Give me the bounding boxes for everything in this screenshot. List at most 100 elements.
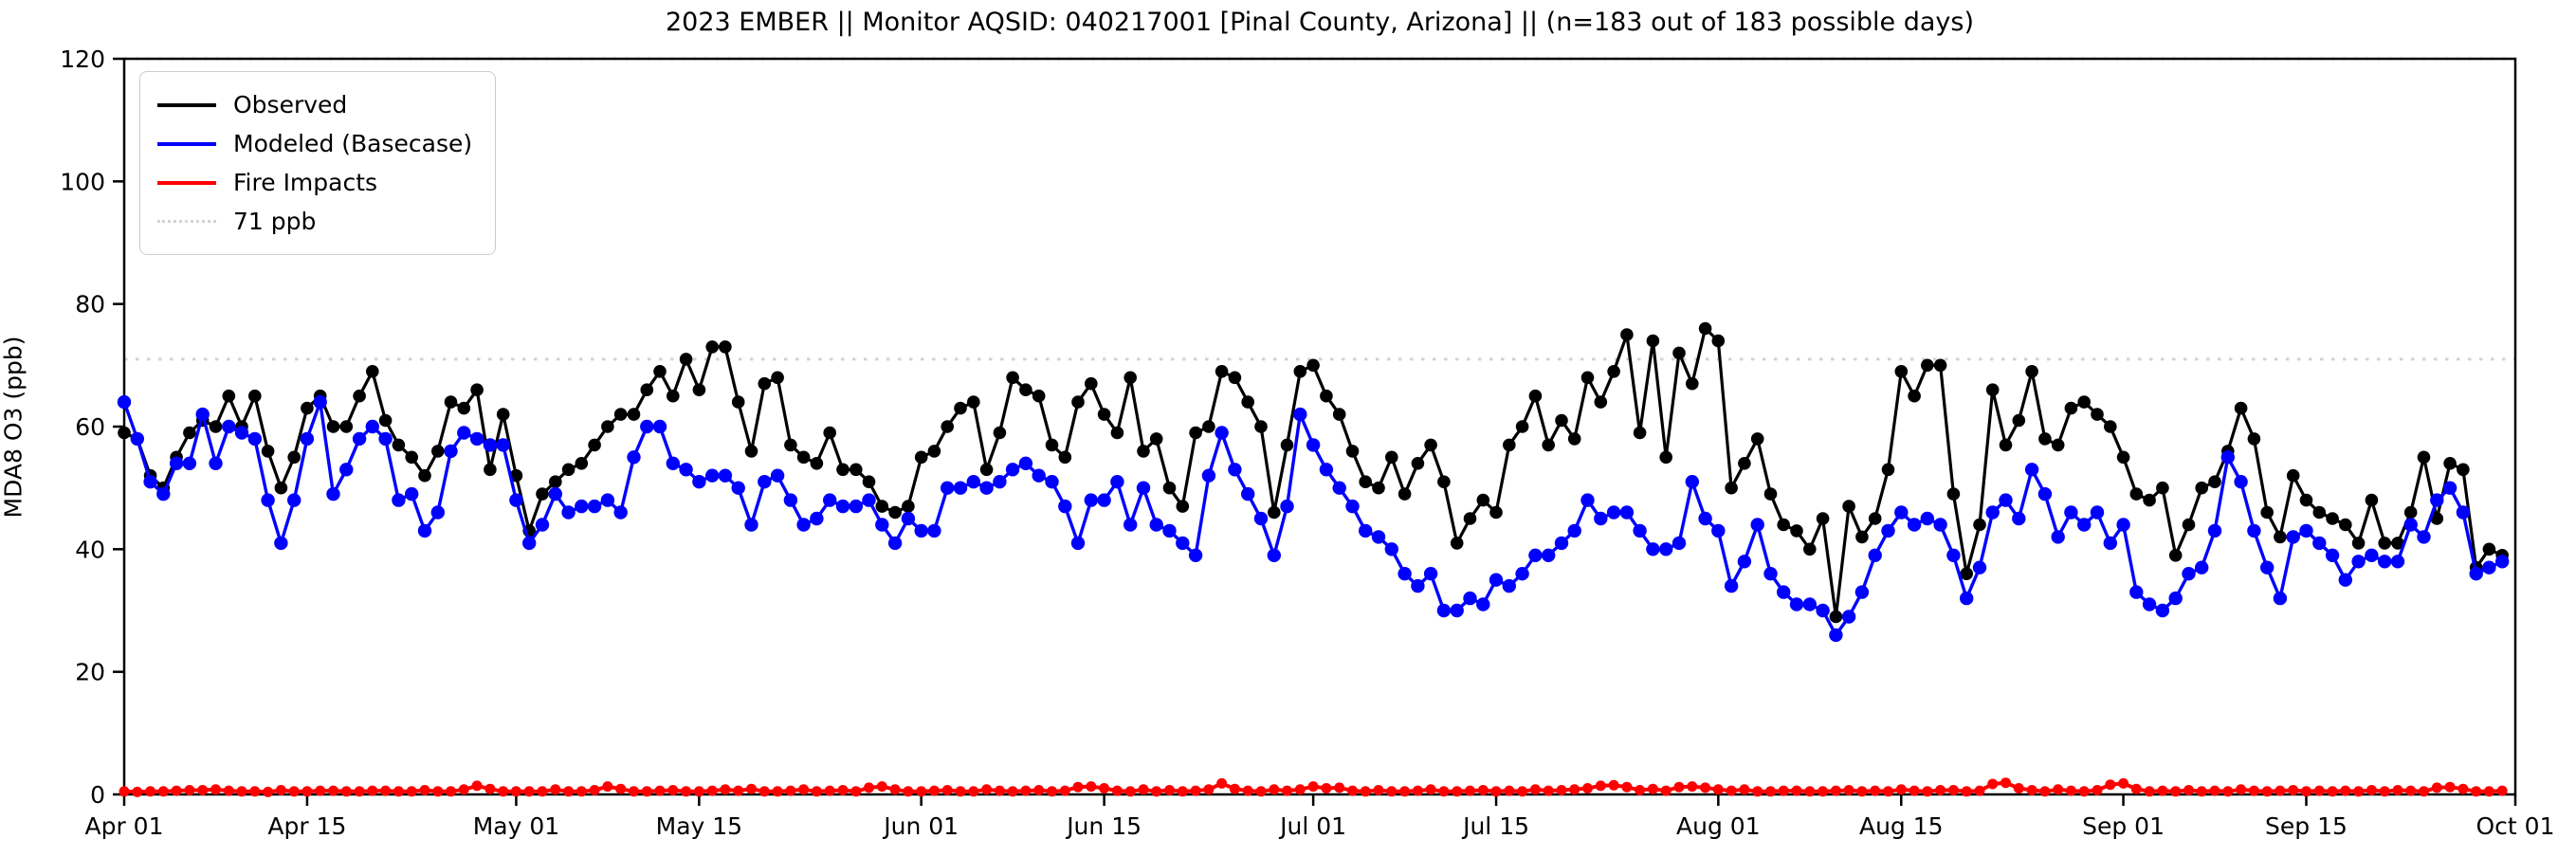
data-point bbox=[2457, 783, 2469, 794]
data-point bbox=[405, 486, 419, 501]
data-point bbox=[810, 511, 824, 526]
data-point bbox=[2312, 536, 2327, 551]
data-point bbox=[1476, 597, 1490, 611]
data-point bbox=[1033, 785, 1045, 795]
data-point bbox=[2234, 475, 2248, 489]
legend-label: Fire Impacts bbox=[233, 169, 378, 196]
data-point bbox=[887, 536, 903, 551]
data-point bbox=[613, 408, 628, 421]
data-point bbox=[629, 786, 639, 797]
data-point bbox=[720, 784, 731, 795]
data-point bbox=[589, 785, 600, 795]
data-point bbox=[1162, 523, 1177, 538]
data-point bbox=[1985, 383, 2000, 397]
data-point bbox=[1752, 786, 1763, 797]
data-point bbox=[1437, 475, 1451, 488]
data-point bbox=[850, 786, 862, 797]
data-point bbox=[1425, 784, 1436, 795]
data-point bbox=[2247, 523, 2261, 538]
data-point bbox=[1935, 785, 1946, 795]
data-point bbox=[353, 389, 366, 403]
observed-series-line bbox=[123, 326, 2503, 619]
data-point bbox=[888, 505, 902, 520]
data-point bbox=[537, 786, 548, 797]
data-point bbox=[2326, 512, 2339, 525]
data-point bbox=[484, 783, 496, 794]
data-point bbox=[1973, 518, 1986, 532]
data-point bbox=[145, 786, 156, 797]
y-tick-label: 120 bbox=[60, 46, 105, 73]
data-point bbox=[365, 419, 379, 434]
x-tick-label: Apr 15 bbox=[267, 812, 346, 840]
data-point bbox=[535, 518, 550, 532]
data-point bbox=[550, 784, 561, 795]
data-point bbox=[941, 785, 953, 795]
data-point bbox=[2444, 781, 2456, 793]
data-point bbox=[1058, 450, 1072, 465]
data-point bbox=[1294, 784, 1306, 795]
data-point bbox=[1894, 365, 1909, 378]
data-point bbox=[679, 353, 693, 366]
data-point bbox=[1359, 475, 1372, 488]
data-point bbox=[2275, 785, 2286, 796]
data-point bbox=[641, 786, 652, 797]
data-point bbox=[1686, 376, 1699, 391]
data-point bbox=[2220, 450, 2235, 465]
data-point bbox=[1399, 786, 1411, 797]
data-point bbox=[666, 456, 680, 470]
data-point bbox=[903, 786, 914, 797]
data-point bbox=[2339, 518, 2352, 532]
data-point bbox=[274, 481, 288, 495]
data-point bbox=[1554, 536, 1569, 551]
data-point bbox=[328, 785, 338, 796]
data-point bbox=[1829, 628, 1843, 643]
data-point bbox=[1700, 782, 1711, 793]
data-point bbox=[1739, 784, 1750, 795]
data-point bbox=[132, 786, 143, 797]
data-point bbox=[326, 486, 340, 501]
data-point bbox=[1870, 785, 1881, 796]
data-point bbox=[1253, 511, 1269, 526]
data-point bbox=[339, 463, 354, 477]
data-point bbox=[1841, 610, 1856, 624]
data-point bbox=[183, 426, 196, 440]
data-point bbox=[2340, 785, 2351, 796]
data-point bbox=[1946, 487, 1961, 501]
data-point bbox=[1202, 420, 1215, 433]
data-point bbox=[1411, 457, 1425, 470]
data-point bbox=[2157, 785, 2168, 796]
data-point bbox=[209, 456, 223, 470]
data-point bbox=[1646, 334, 1660, 348]
data-point bbox=[1608, 779, 1619, 791]
data-point bbox=[2234, 401, 2248, 415]
data-point bbox=[2038, 432, 2052, 446]
data-point bbox=[875, 500, 889, 513]
data-point bbox=[522, 536, 537, 551]
data-point bbox=[1084, 493, 1099, 507]
data-point bbox=[2051, 530, 2065, 544]
data-point bbox=[1502, 578, 1517, 593]
legend-item-modeled: Modeled (Basecase) bbox=[157, 124, 472, 163]
data-point bbox=[444, 395, 458, 409]
data-point bbox=[315, 785, 326, 796]
data-point bbox=[2247, 432, 2261, 446]
data-point bbox=[430, 505, 445, 520]
data-point bbox=[744, 518, 758, 532]
data-point bbox=[1830, 785, 1841, 796]
x-tick-label: Aug 01 bbox=[1676, 812, 1761, 840]
data-point bbox=[2403, 505, 2418, 520]
data-point bbox=[2208, 475, 2221, 488]
data-point bbox=[419, 785, 430, 795]
data-point bbox=[1241, 486, 1255, 501]
data-point bbox=[2313, 785, 2325, 796]
data-point bbox=[1947, 785, 1959, 795]
data-point bbox=[2130, 783, 2142, 794]
data-point bbox=[1854, 585, 1870, 599]
data-point bbox=[300, 431, 315, 447]
data-point bbox=[2288, 785, 2299, 795]
data-point bbox=[1097, 493, 1111, 507]
data-point bbox=[1032, 389, 1046, 403]
data-point bbox=[1476, 493, 1490, 507]
data-point bbox=[1045, 438, 1059, 452]
data-point bbox=[718, 468, 733, 483]
